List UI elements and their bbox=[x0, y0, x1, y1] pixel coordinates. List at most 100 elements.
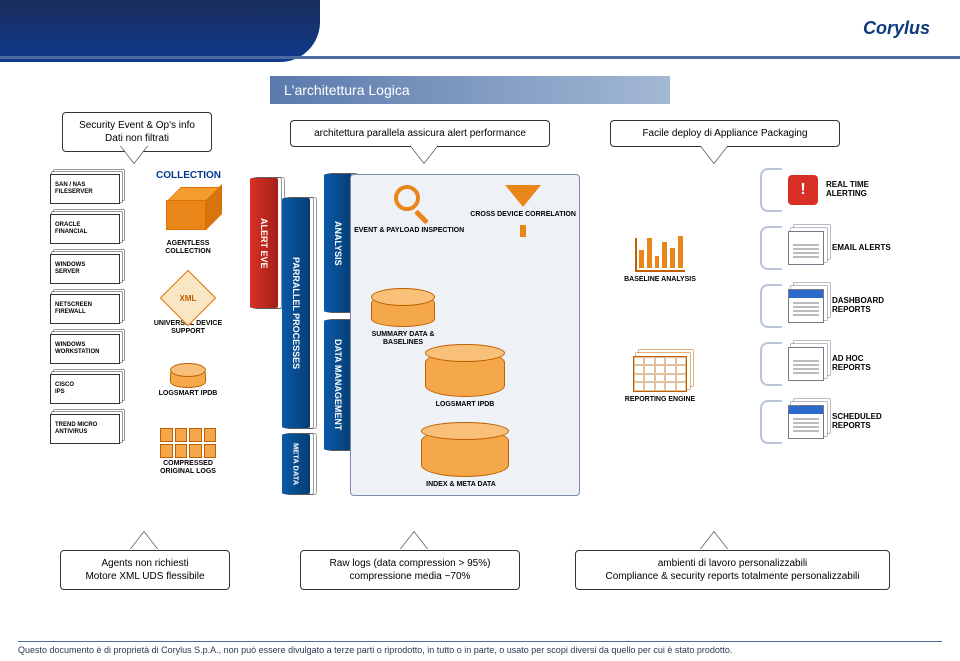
docstack-icon bbox=[788, 405, 824, 439]
alarm-icon: ! bbox=[788, 175, 818, 205]
bracket-icon bbox=[760, 284, 782, 328]
source-label: WORKSTATION bbox=[55, 349, 119, 356]
output-realtime: ! REAL TIME ALERTING bbox=[760, 168, 910, 212]
calendar-grid-icon bbox=[633, 356, 687, 392]
source-label: TREND MICRO bbox=[55, 422, 119, 429]
grid-icon bbox=[160, 428, 216, 458]
docstack-icon bbox=[788, 289, 824, 323]
output-adhoc: AD HOC REPORTS bbox=[760, 342, 910, 386]
source-oracle: ORACLEFINANCIAL bbox=[50, 214, 120, 244]
bracket-icon bbox=[760, 168, 782, 212]
callout-agents: Agents non richiesti Motore XML UDS fles… bbox=[60, 550, 230, 590]
cylinder-icon bbox=[170, 368, 206, 388]
uds-module: XML UNIVERSAL DEVICE SUPPORT bbox=[152, 278, 224, 335]
module-label: SUMMARY DATA & BASELINES bbox=[363, 331, 443, 346]
header-banner bbox=[0, 0, 320, 62]
source-winserver: WINDOWSSERVER bbox=[50, 254, 120, 284]
source-label: IPS bbox=[55, 389, 119, 396]
module-label: AGENTLESS COLLECTION bbox=[152, 240, 224, 255]
agentless-module: AGENTLESS COLLECTION bbox=[152, 194, 224, 255]
header-rule bbox=[0, 56, 960, 59]
center-panel: EVENT & PAYLOAD INSPECTION CROSS DEVICE … bbox=[350, 174, 580, 496]
module-label: CROSS DEVICE CORRELATION bbox=[470, 211, 576, 219]
cylinder-icon bbox=[421, 429, 509, 477]
callout-leader bbox=[130, 532, 158, 550]
logo: Corylus bbox=[863, 18, 930, 39]
outputs-column: ! REAL TIME ALERTING EMAIL ALERTS DASHBO… bbox=[760, 168, 910, 458]
barchart-icon bbox=[635, 238, 685, 272]
callout-compression: Raw logs (data compression > 95%) compre… bbox=[300, 550, 520, 590]
baseline-analysis: BASELINE ANALYSIS bbox=[590, 238, 730, 284]
center-top-row: EVENT & PAYLOAD INSPECTION CROSS DEVICE … bbox=[351, 185, 579, 235]
page-title: L'architettura Logica bbox=[270, 76, 670, 104]
callout-leader bbox=[410, 145, 438, 163]
callout-line: Security Event & Op's info bbox=[71, 119, 203, 132]
output-scheduled: SCHEDULED REPORTS bbox=[760, 400, 910, 444]
source-netscreen: NETSCREENFIREWALL bbox=[50, 294, 120, 324]
output-label: SCHEDULED REPORTS bbox=[832, 413, 896, 431]
bracket-icon bbox=[760, 400, 782, 444]
xml-label: XML bbox=[180, 293, 197, 302]
module-label: LOGSMART IPDB bbox=[425, 401, 505, 409]
callout-line: Motore XML UDS flessibile bbox=[69, 570, 221, 583]
source-label: ANTIVIRUS bbox=[55, 429, 119, 436]
source-label: WINDOWS bbox=[55, 262, 119, 269]
module-label: INDEX & META DATA bbox=[421, 481, 501, 489]
source-label: ORACLE bbox=[55, 222, 119, 229]
source-label: FILESERVER bbox=[55, 189, 119, 196]
right-analysis-column: BASELINE ANALYSIS REPORTING ENGINE bbox=[590, 174, 730, 421]
module-label: REPORTING ENGINE bbox=[590, 396, 730, 404]
reporting-engine: REPORTING ENGINE bbox=[590, 356, 730, 404]
ipdb-module: LOGSMART IPDB bbox=[152, 368, 224, 398]
collection-header: COLLECTION bbox=[156, 170, 221, 181]
callout-leader bbox=[120, 145, 148, 163]
callout-line: Agents non richiesti bbox=[69, 557, 221, 570]
cube-icon bbox=[166, 194, 210, 238]
sources-column: SAN / NASFILESERVER ORACLEFINANCIAL WIND… bbox=[50, 174, 140, 454]
callout-line: Dati non filtrati bbox=[71, 132, 203, 145]
source-label: SAN / NAS bbox=[55, 182, 119, 189]
diamond-icon: XML bbox=[160, 270, 217, 327]
event-inspection: EVENT & PAYLOAD INSPECTION bbox=[354, 185, 464, 235]
source-winws: WINDOWSWORKSTATION bbox=[50, 334, 120, 364]
docstack-icon bbox=[788, 231, 824, 265]
data-management-bar: DATA MANAGEMENT bbox=[324, 320, 352, 450]
source-cisco: CISCOIPS bbox=[50, 374, 120, 404]
cross-correlation: CROSS DEVICE CORRELATION bbox=[470, 185, 576, 235]
callout-leader bbox=[700, 145, 728, 163]
output-label: AD HOC REPORTS bbox=[832, 355, 896, 373]
source-label: WINDOWS bbox=[55, 342, 119, 349]
alert-eve-bar: ALERT EVE bbox=[250, 178, 278, 308]
parallel-processes-bar: PARRALLEL PROCESSES bbox=[282, 198, 310, 428]
analysis-bar: ANALYSIS bbox=[324, 174, 352, 312]
output-label: EMAIL ALERTS bbox=[832, 244, 896, 253]
callout-leader bbox=[400, 532, 428, 550]
callout-compliance: ambienti di lavoro personalizzabili Comp… bbox=[575, 550, 890, 590]
source-trendmicro: TREND MICROANTIVIRUS bbox=[50, 414, 120, 444]
metadata-bar: META DATA bbox=[282, 434, 310, 494]
module-label: LOGSMART IPDB bbox=[152, 390, 224, 398]
callout-parallel: architettura parallela assicura alert pe… bbox=[290, 120, 550, 147]
output-dashboard: DASHBOARD REPORTS bbox=[760, 284, 910, 328]
output-label: DASHBOARD REPORTS bbox=[832, 297, 896, 315]
docstack-icon bbox=[788, 347, 824, 381]
output-label: REAL TIME ALERTING bbox=[826, 181, 890, 199]
compressed-logs-module: COMPRESSED ORIGINAL LOGS bbox=[152, 428, 224, 475]
source-label: SERVER bbox=[55, 269, 119, 276]
module-label: BASELINE ANALYSIS bbox=[590, 276, 730, 284]
bracket-icon bbox=[760, 342, 782, 386]
module-label: COMPRESSED ORIGINAL LOGS bbox=[152, 460, 224, 475]
source-label: NETSCREEN bbox=[55, 302, 119, 309]
callout-deploy: Facile deploy di Appliance Packaging bbox=[610, 120, 840, 147]
cylinder-icon bbox=[425, 351, 505, 397]
source-san: SAN / NASFILESERVER bbox=[50, 174, 120, 204]
diagram: SAN / NASFILESERVER ORACLEFINANCIAL WIND… bbox=[50, 168, 910, 530]
source-label: CISCO bbox=[55, 382, 119, 389]
callout-line: ambienti di lavoro personalizzabili bbox=[584, 557, 881, 570]
callout-leader bbox=[700, 532, 728, 550]
cylinder-icon bbox=[371, 295, 435, 327]
callout-line: compressione media ~70% bbox=[309, 570, 511, 583]
footer-disclaimer: Questo documento è di proprietà di Coryl… bbox=[18, 641, 942, 655]
source-label: FIREWALL bbox=[55, 309, 119, 316]
summary-cylinder: SUMMARY DATA & BASELINES bbox=[363, 295, 443, 346]
